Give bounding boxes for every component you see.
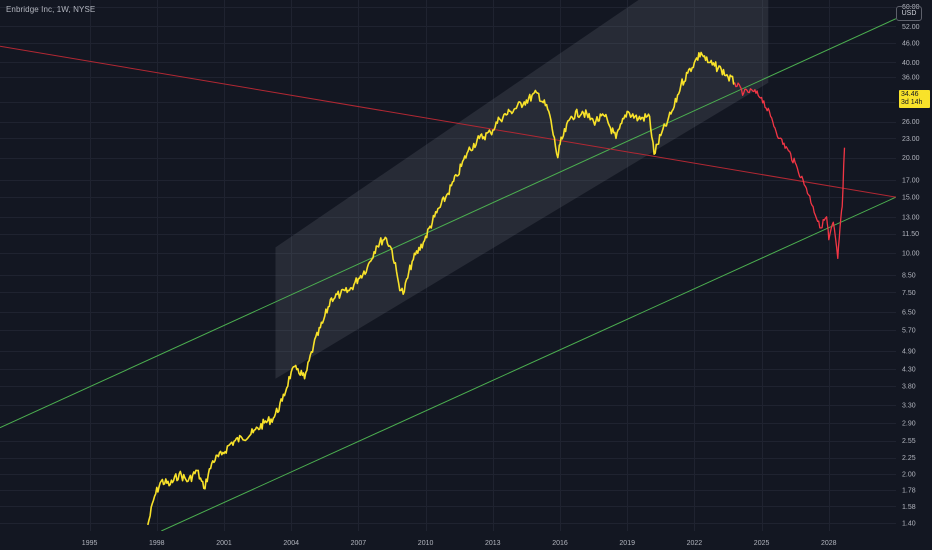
bar-countdown: 3d 14h xyxy=(901,99,923,106)
last-price-tag: 34.46 3d 14h xyxy=(899,90,930,108)
y-tick-label: 13.00 xyxy=(902,214,920,221)
y-tick-label: 40.00 xyxy=(902,60,920,67)
x-tick-label: 2025 xyxy=(754,540,770,547)
currency-button[interactable]: USD xyxy=(896,6,922,21)
x-tick-label: 2013 xyxy=(485,540,501,547)
projection-series-line xyxy=(734,82,846,260)
y-tick-label: 8.50 xyxy=(902,273,916,280)
y-tick-label: 5.70 xyxy=(902,328,916,335)
x-tick-label: 2019 xyxy=(619,540,635,547)
y-tick-label: 2.25 xyxy=(902,455,916,462)
y-tick-label: 23.00 xyxy=(902,136,920,143)
y-tick-label: 26.00 xyxy=(902,119,920,126)
y-tick-label: 17.00 xyxy=(902,177,920,184)
downtrend-line xyxy=(0,45,896,198)
x-tick-label: 2028 xyxy=(821,540,837,547)
x-tick-label: 1998 xyxy=(149,540,165,547)
y-tick-label: 2.55 xyxy=(902,438,916,445)
y-tick-label: 1.78 xyxy=(902,487,916,494)
x-tick-label: 2001 xyxy=(216,540,232,547)
y-tick-label: 36.00 xyxy=(902,74,920,81)
trend-line-2 xyxy=(161,196,896,531)
y-tick-label: 6.50 xyxy=(902,310,916,317)
y-tick-label: 60.00 xyxy=(902,4,920,11)
y-tick-label: 46.00 xyxy=(902,41,920,48)
y-tick-label: 15.00 xyxy=(902,195,920,202)
x-tick-label: 2004 xyxy=(283,540,299,547)
y-tick-label: 3.80 xyxy=(902,383,916,390)
symbol-title[interactable]: Enbridge Inc, 1W, NYSE xyxy=(6,5,96,14)
y-tick-label: 52.00 xyxy=(902,24,920,31)
x-tick-label: 2022 xyxy=(687,540,703,547)
price-series-line xyxy=(147,51,736,526)
x-tick-label: 1995 xyxy=(82,540,98,547)
y-tick-label: 10.00 xyxy=(902,250,920,257)
x-tick-label: 2010 xyxy=(418,540,434,547)
y-tick-label: 11.50 xyxy=(902,231,919,238)
y-tick-label: 20.00 xyxy=(902,155,920,162)
y-tick-label: 1.40 xyxy=(902,520,916,527)
y-tick-label: 1.58 xyxy=(902,504,916,511)
y-tick-label: 3.30 xyxy=(902,403,916,410)
y-tick-label: 7.50 xyxy=(902,290,916,297)
y-tick-label: 4.90 xyxy=(902,348,916,355)
x-tick-label: 2016 xyxy=(552,540,568,547)
trend-line-1 xyxy=(0,18,896,429)
last-price: 34.46 xyxy=(901,91,919,98)
y-tick-label: 4.30 xyxy=(902,366,916,373)
grid xyxy=(0,0,896,531)
x-tick-label: 2007 xyxy=(351,540,367,547)
y-tick-label: 2.90 xyxy=(902,420,916,427)
y-tick-label: 2.00 xyxy=(902,471,916,478)
